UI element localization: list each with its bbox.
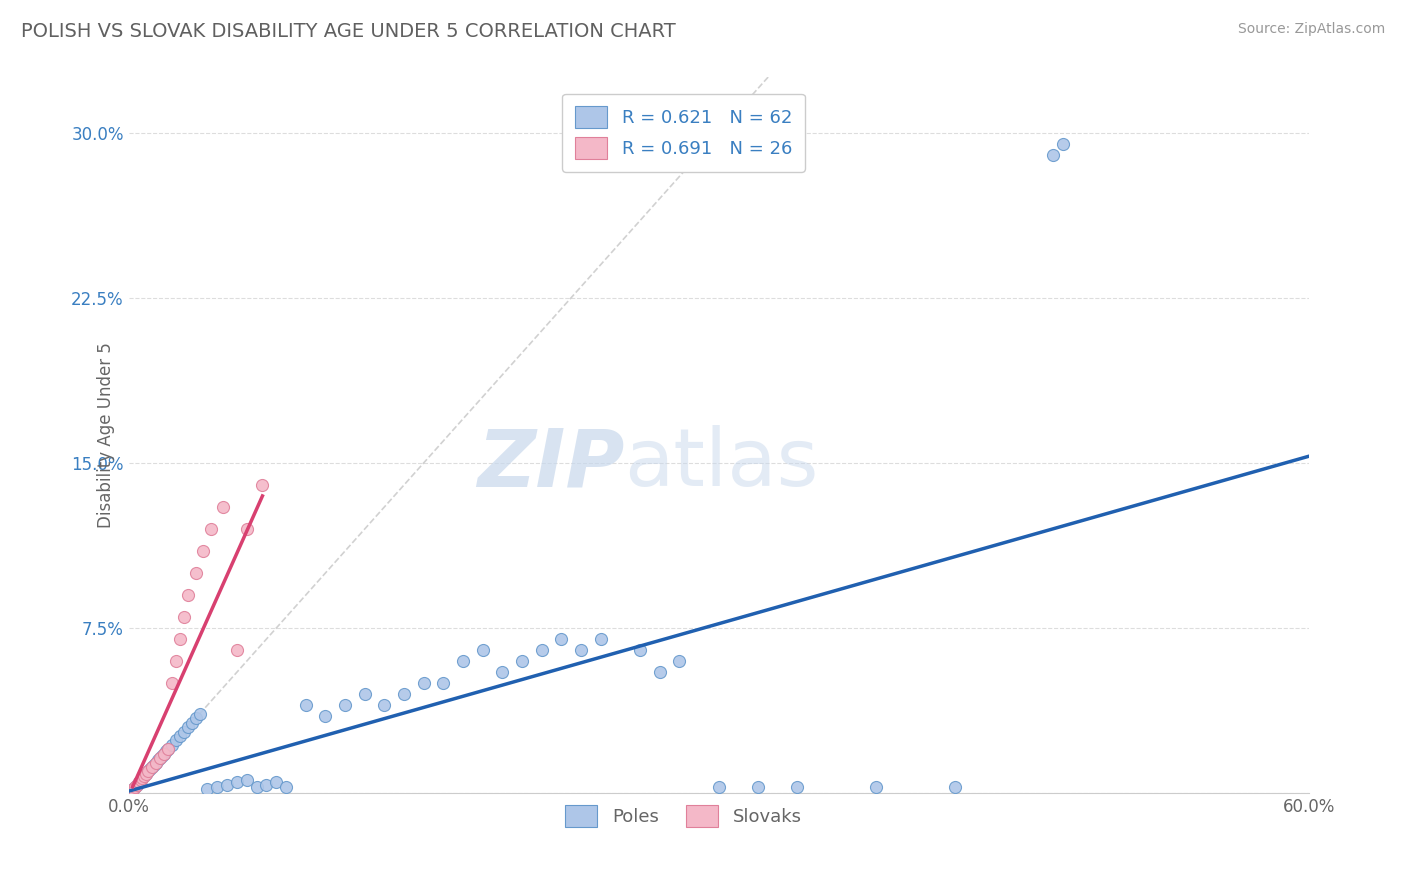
Point xyxy=(153,747,176,761)
Point xyxy=(139,762,162,776)
Point xyxy=(145,756,167,770)
Point xyxy=(184,711,207,725)
Point xyxy=(138,764,160,779)
Point xyxy=(225,643,247,657)
Point xyxy=(1042,147,1064,161)
Point xyxy=(392,687,415,701)
Point xyxy=(195,781,218,796)
Point xyxy=(121,781,143,796)
Point xyxy=(131,771,153,785)
Point xyxy=(212,500,235,514)
Point xyxy=(131,771,153,785)
Point xyxy=(177,588,200,602)
Point xyxy=(165,654,187,668)
Point xyxy=(135,766,157,780)
Point xyxy=(124,780,146,794)
Point xyxy=(145,756,167,770)
Point xyxy=(373,698,395,713)
Point xyxy=(215,778,238,792)
Point xyxy=(1052,136,1074,151)
Point xyxy=(148,753,170,767)
Point xyxy=(150,748,173,763)
Point xyxy=(707,780,730,794)
Point xyxy=(254,778,277,792)
Point xyxy=(188,707,211,722)
Point xyxy=(134,769,156,783)
Point xyxy=(160,676,183,690)
Point xyxy=(235,773,257,788)
Point xyxy=(177,720,200,734)
Point xyxy=(314,709,336,723)
Point xyxy=(569,643,592,657)
Point xyxy=(184,566,207,580)
Point xyxy=(173,724,195,739)
Point xyxy=(121,781,143,796)
Point xyxy=(225,775,247,789)
Point xyxy=(193,544,215,558)
Point xyxy=(157,742,180,756)
Point xyxy=(668,654,690,668)
Point xyxy=(264,775,287,789)
Text: POLISH VS SLOVAK DISABILITY AGE UNDER 5 CORRELATION CHART: POLISH VS SLOVAK DISABILITY AGE UNDER 5 … xyxy=(21,22,676,41)
Point xyxy=(169,632,191,647)
Point xyxy=(747,780,769,794)
Point xyxy=(165,733,187,747)
Point xyxy=(550,632,572,647)
Point xyxy=(245,780,267,794)
Point xyxy=(149,751,172,765)
Point xyxy=(471,643,494,657)
Point xyxy=(129,773,152,788)
Point xyxy=(432,676,454,690)
Point xyxy=(155,744,177,758)
Point xyxy=(128,775,150,789)
Point xyxy=(138,764,160,779)
Text: atlas: atlas xyxy=(624,425,818,503)
Point xyxy=(143,757,166,772)
Point xyxy=(235,522,257,536)
Point xyxy=(173,610,195,624)
Point xyxy=(141,760,163,774)
Point xyxy=(160,738,183,752)
Point xyxy=(412,676,434,690)
Point xyxy=(128,775,150,789)
Point xyxy=(491,665,513,680)
Point xyxy=(628,643,651,657)
Point xyxy=(589,632,612,647)
Point xyxy=(153,747,176,761)
Point xyxy=(134,769,156,783)
Point xyxy=(169,729,191,743)
Point xyxy=(149,751,172,765)
Point xyxy=(125,778,148,792)
Legend: Poles, Slovaks: Poles, Slovaks xyxy=(558,798,808,834)
Text: ZIP: ZIP xyxy=(477,425,624,503)
Point xyxy=(129,773,152,788)
Point xyxy=(353,687,375,701)
Point xyxy=(786,780,808,794)
Point xyxy=(333,698,356,713)
Point xyxy=(274,780,297,794)
Point xyxy=(205,780,228,794)
Point xyxy=(510,654,533,668)
Point xyxy=(125,778,148,792)
Point xyxy=(200,522,222,536)
Point xyxy=(648,665,671,680)
Text: Source: ZipAtlas.com: Source: ZipAtlas.com xyxy=(1237,22,1385,37)
Point xyxy=(252,478,274,492)
Y-axis label: Disability Age Under 5: Disability Age Under 5 xyxy=(97,343,115,528)
Point xyxy=(294,698,316,713)
Point xyxy=(943,780,966,794)
Point xyxy=(451,654,474,668)
Point xyxy=(135,766,157,780)
Point xyxy=(865,780,887,794)
Point xyxy=(124,780,146,794)
Point xyxy=(530,643,553,657)
Point xyxy=(141,760,163,774)
Point xyxy=(180,715,202,730)
Point xyxy=(157,742,180,756)
